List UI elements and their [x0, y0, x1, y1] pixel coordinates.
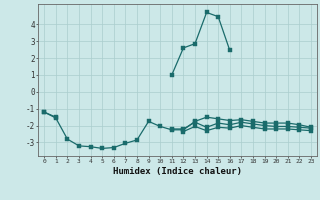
X-axis label: Humidex (Indice chaleur): Humidex (Indice chaleur): [113, 167, 242, 176]
